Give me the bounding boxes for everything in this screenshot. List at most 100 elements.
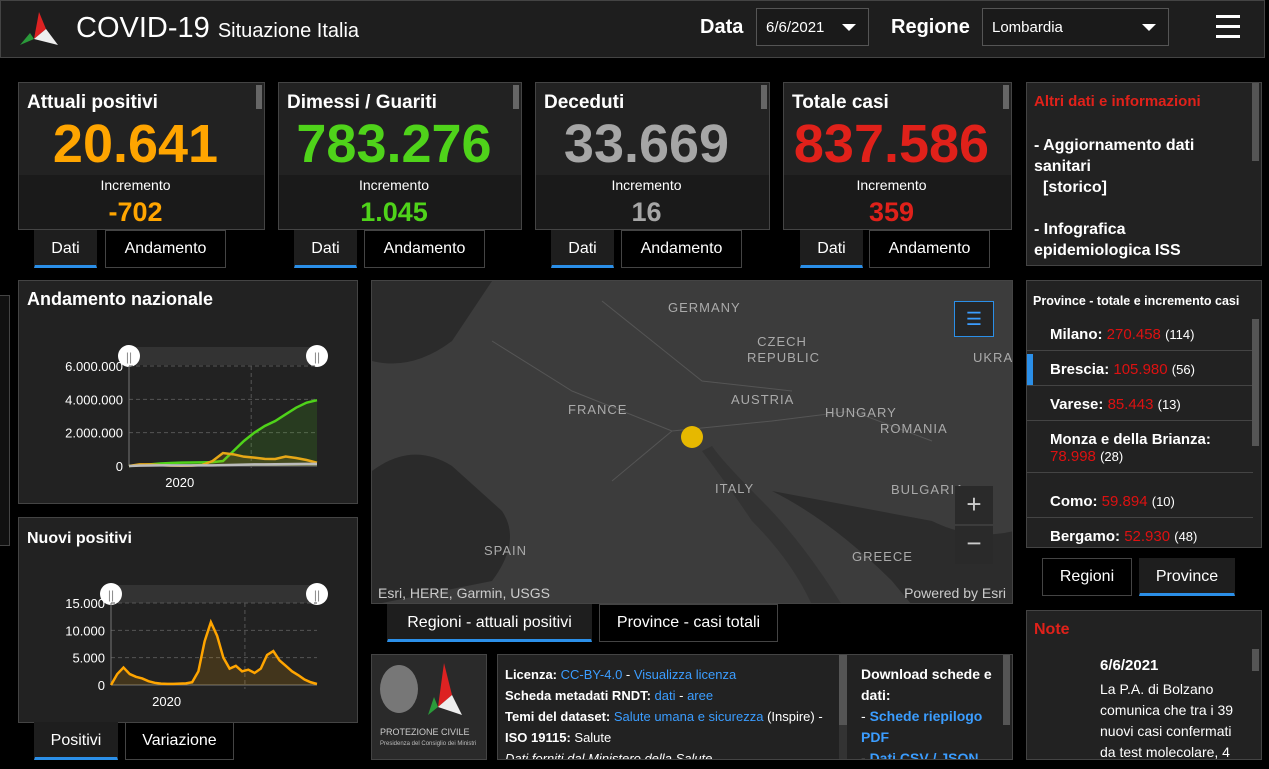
y-tick-label: 0 — [98, 678, 105, 693]
province-increment: (48) — [1174, 529, 1198, 544]
grip-icon: || — [314, 588, 320, 602]
scrollbar[interactable] — [1003, 655, 1010, 725]
map-marker-lombardia[interactable] — [681, 426, 703, 448]
tab-regioni-attuali-positivi[interactable]: Regioni - attuali positivi — [387, 604, 592, 642]
province-item[interactable]: Como: 59.894 (10) — [1027, 486, 1253, 518]
themes-link[interactable]: Salute umana e sicurezza — [613, 709, 764, 724]
province-item[interactable]: Bergamo: 52.930 (48) — [1027, 521, 1253, 547]
map-label-czech: CZECH REPUBLIC — [747, 334, 821, 365]
download-pdf-link[interactable]: Schede riepilogo PDF — [861, 708, 983, 745]
info-link-aggiornamento[interactable]: - Aggiornamento dati sanitari — [1034, 137, 1195, 175]
card-value: 783.276 — [296, 114, 492, 174]
tab-dati[interactable]: Dati — [800, 230, 863, 268]
view-license-link[interactable]: Visualizza licenza — [633, 667, 737, 682]
grip-icon: || — [108, 588, 114, 602]
province-item[interactable]: Monza e della Brianza: 78.998 (28) — [1027, 424, 1253, 473]
iso-key: ISO 19115: — [505, 730, 571, 745]
tab-andamento[interactable]: Andamento — [105, 230, 226, 268]
province-panel: Province - totale e incremento casi Mila… — [1026, 280, 1262, 548]
license-panel: Licenza: CC-BY-4.0 - Visualizza licenza … — [497, 654, 1013, 760]
tab-andamento[interactable]: Andamento — [364, 230, 485, 268]
y-tick-label: 6.000.000 — [65, 359, 123, 374]
app-header: COVID-19 Situazione Italia Data 6/6/2021… — [0, 0, 1265, 58]
note-date: 6/6/2021 — [1100, 657, 1159, 674]
scrollbar[interactable] — [513, 85, 519, 109]
themes-key: Temi del dataset: — [505, 709, 611, 724]
range-slider-handle[interactable] — [306, 345, 328, 367]
scrollbar[interactable] — [1252, 83, 1259, 161]
region-label: Regione — [891, 16, 970, 38]
increment-label: Incremento — [100, 177, 171, 193]
card-title: Totale casi — [792, 92, 889, 113]
map-label-germany: GERMANY — [668, 300, 741, 315]
card-title: Dimessi / Guariti — [287, 92, 437, 113]
map-view[interactable]: GERMANY CZECH REPUBLIC UKRA FRANCE AUSTR… — [371, 280, 1013, 604]
tab-andamento[interactable]: Andamento — [621, 230, 742, 268]
scrollbar[interactable] — [1252, 319, 1259, 446]
zoom-in-button[interactable]: + — [955, 486, 993, 524]
zoom-out-button[interactable]: − — [955, 526, 993, 564]
scrollbar[interactable] — [761, 85, 767, 109]
tab-province[interactable]: Province — [1139, 558, 1235, 596]
chevron-down-icon — [1142, 24, 1156, 31]
scrollbar[interactable] — [1003, 85, 1009, 109]
legend-list-icon[interactable]: ☰ — [954, 301, 994, 337]
scrollbar[interactable] — [839, 655, 847, 725]
info-title: Altri dati e informazioni — [1034, 93, 1201, 110]
tab-dati[interactable]: Dati — [294, 230, 357, 268]
increment-value: 1.045 — [360, 197, 428, 227]
tab-regioni[interactable]: Regioni — [1042, 558, 1132, 596]
powered-by-esri[interactable]: Powered by Esri — [904, 585, 1006, 601]
x-tick-label: 2020 — [152, 694, 181, 709]
tab-variazione[interactable]: Variazione — [125, 722, 234, 760]
card-value: 33.669 — [563, 114, 730, 174]
download-csv-link[interactable]: Dati CSV / JSON — [869, 750, 979, 760]
series-area-positivi — [129, 453, 317, 466]
y-tick-label: 0 — [116, 459, 123, 474]
scrollbar[interactable] — [256, 85, 262, 109]
iso-value: Salute — [570, 730, 612, 745]
map-label-bulgaria: BULGARIA — [891, 482, 965, 497]
province-total: 59.894 — [1101, 493, 1148, 510]
metadata-key: Scheda metadati RNDT: — [505, 688, 651, 703]
province-total: 78.998 — [1050, 448, 1096, 465]
province-name: Varese: — [1050, 396, 1104, 413]
metadata-aree-link[interactable]: aree — [687, 688, 714, 703]
range-slider-handle[interactable] — [118, 345, 140, 367]
scrollbar[interactable] — [1252, 649, 1259, 671]
info-panel: Altri dati e informazioni - Aggiornament… — [1026, 82, 1262, 266]
province-total: 105.980 — [1113, 361, 1168, 378]
tab-positivi[interactable]: Positivi — [34, 722, 118, 760]
province-item[interactable]: Brescia: 105.980 (56) — [1027, 354, 1253, 386]
stat-card: Deceduti 33.669 Incremento 16 — [535, 82, 770, 230]
province-total: 270.458 — [1106, 326, 1161, 343]
hamburger-menu-icon[interactable] — [1216, 15, 1240, 38]
range-slider-handle[interactable] — [100, 583, 122, 605]
card-title: Deceduti — [544, 92, 625, 113]
province-item[interactable]: Varese: 85.443 (13) — [1027, 389, 1253, 421]
map-attribution: Esri, HERE, Garmin, USGS — [378, 585, 550, 601]
region-select[interactable]: Lombardia — [982, 8, 1169, 46]
province-item[interactable]: Milano: 270.458 (114) — [1027, 319, 1253, 351]
tab-province-casi-totali[interactable]: Province - casi totali — [599, 604, 778, 642]
separator: - — [622, 667, 634, 682]
tab-dati[interactable]: Dati — [34, 230, 97, 268]
tab-andamento[interactable]: Andamento — [869, 230, 990, 268]
tab-dati[interactable]: Dati — [551, 230, 614, 268]
collapsed-sidebar[interactable] — [0, 295, 10, 546]
range-slider-handle[interactable] — [306, 583, 328, 605]
map-label-austria: AUSTRIA — [731, 392, 795, 407]
themes-suffix: (Inspire) - — [763, 709, 823, 724]
y-tick-label: 15.000 — [65, 596, 105, 611]
info-link-storico[interactable]: [storico] — [1043, 179, 1107, 196]
series-area-nuovi-positivi — [111, 622, 317, 685]
metadata-dati-link[interactable]: dati — [654, 688, 676, 703]
chevron-down-icon — [842, 24, 856, 31]
download-title: Download schede e dati: — [861, 666, 992, 703]
province-total: 52.930 — [1124, 528, 1171, 545]
license-link[interactable]: CC-BY-4.0 — [560, 667, 623, 682]
date-select[interactable]: 6/6/2021 — [756, 8, 869, 46]
license-key: Licenza: — [505, 667, 558, 682]
info-link-infografica[interactable]: - Infografica epidemiologica ISS — [1034, 221, 1181, 259]
y-tick-label: 2.000.000 — [65, 426, 123, 441]
